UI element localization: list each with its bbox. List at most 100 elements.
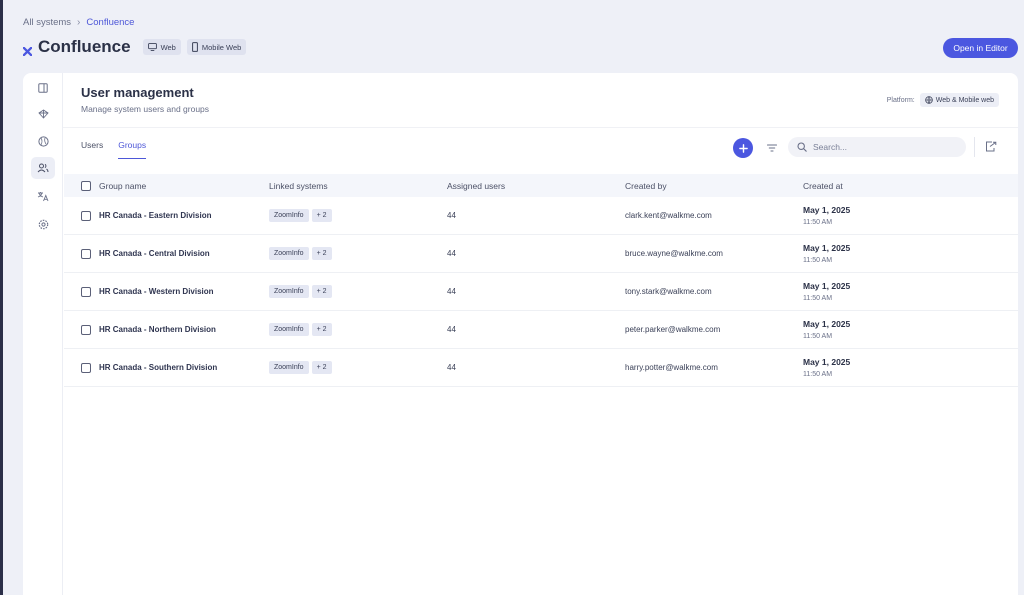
mobile-icon	[191, 42, 198, 52]
linked-system-tag: ZoomInfo	[269, 361, 309, 374]
more-systems-tag[interactable]: + 2	[311, 323, 332, 336]
chip-web-label: Web	[160, 42, 176, 52]
row-checkbox[interactable]	[81, 362, 91, 373]
groups-table: Group name Linked systems Assigned users…	[64, 174, 1018, 387]
assigned-users: 44	[447, 249, 456, 258]
group-name[interactable]: HR Canada - Northern Division	[99, 325, 216, 334]
breadcrumb-all-systems[interactable]: All systems	[23, 17, 72, 28]
created-at: May 1, 2025 11:50 AM	[803, 281, 1018, 302]
window-edge	[0, 0, 3, 595]
more-systems-tag[interactable]: + 2	[311, 209, 332, 222]
table-row[interactable]: HR Canada - Northern Division ZoomInfo + …	[64, 311, 1018, 349]
created-by: tony.stark@walkme.com	[625, 287, 712, 296]
chip-web: Web	[142, 39, 181, 55]
created-time: 11:50 AM	[803, 295, 833, 302]
header-group-name[interactable]: Group name	[99, 180, 147, 191]
platform-label: Platform:	[886, 96, 915, 104]
platform-badge[interactable]: Web & Mobile web	[919, 93, 999, 107]
linked-systems: ZoomInfo + 2	[269, 285, 447, 298]
header-linked-systems[interactable]: Linked systems	[269, 180, 328, 191]
group-name[interactable]: HR Canada - Central Division	[99, 249, 210, 258]
created-by: clark.kent@walkme.com	[625, 211, 712, 220]
header-divider	[63, 127, 1018, 128]
more-systems-tag[interactable]: + 2	[311, 285, 332, 298]
linked-systems: ZoomInfo + 2	[269, 361, 447, 374]
translate-icon[interactable]	[31, 185, 55, 207]
header-created-at[interactable]: Created at	[803, 180, 843, 191]
group-name[interactable]: HR Canada - Southern Division	[99, 363, 218, 372]
table-row[interactable]: HR Canada - Southern Division ZoomInfo + …	[64, 349, 1018, 387]
created-date: May 1, 2025	[803, 243, 851, 253]
tab-users[interactable]: Users	[81, 140, 104, 150]
select-all-checkbox[interactable]	[81, 180, 91, 191]
header-created-by[interactable]: Created by	[625, 180, 667, 191]
linked-systems: ZoomInfo + 2	[269, 323, 447, 336]
row-checkbox[interactable]	[81, 248, 91, 259]
globe-icon[interactable]	[31, 130, 55, 152]
breadcrumb-current: Confluence	[86, 17, 135, 28]
side-rail	[23, 73, 63, 595]
linked-system-tag: ZoomInfo	[269, 247, 309, 260]
linked-system-tag: ZoomInfo	[269, 209, 309, 222]
tab-groups[interactable]: Groups	[118, 140, 147, 159]
app-title: Confluence	[38, 37, 131, 56]
table-row[interactable]: HR Canada - Central Division ZoomInfo + 2…	[64, 235, 1018, 273]
main-card: User management Manage system users and …	[23, 73, 1018, 595]
created-time: 11:50 AM	[803, 257, 833, 264]
filter-button[interactable]	[765, 141, 779, 155]
table-row[interactable]: HR Canada - Western Division ZoomInfo + 2…	[64, 273, 1018, 311]
created-at: May 1, 2025 11:50 AM	[803, 357, 1018, 378]
chip-mobile-web: Mobile Web	[186, 39, 247, 55]
page-subtitle: Manage system users and groups	[81, 104, 210, 114]
created-date: May 1, 2025	[803, 281, 851, 291]
export-button[interactable]	[983, 139, 998, 154]
open-in-editor-button[interactable]: Open in Editor	[943, 38, 1018, 58]
table-row[interactable]: HR Canada - Eastern Division ZoomInfo + 2…	[64, 197, 1018, 235]
settings-icon[interactable]	[31, 213, 55, 235]
row-checkbox[interactable]	[81, 286, 91, 297]
created-at: May 1, 2025 11:50 AM	[803, 319, 1018, 340]
plus-icon	[738, 143, 748, 153]
created-time: 11:50 AM	[803, 219, 833, 226]
group-name[interactable]: HR Canada - Western Division	[99, 287, 214, 296]
toolbar-divider	[974, 137, 975, 157]
created-by: bruce.wayne@walkme.com	[625, 249, 723, 258]
created-time: 11:50 AM	[803, 371, 833, 378]
more-systems-tag[interactable]: + 2	[311, 361, 332, 374]
row-checkbox[interactable]	[81, 210, 91, 221]
deploy-icon[interactable]	[31, 103, 55, 125]
confluence-logo-icon	[22, 43, 33, 56]
linked-systems: ZoomInfo + 2	[269, 247, 447, 260]
row-checkbox[interactable]	[81, 324, 91, 335]
created-at: May 1, 2025 11:50 AM	[803, 243, 1018, 264]
add-group-button[interactable]	[733, 138, 753, 158]
header-assigned-users[interactable]: Assigned users	[447, 180, 506, 191]
linked-system-tag: ZoomInfo	[269, 285, 309, 298]
assigned-users: 44	[447, 363, 456, 372]
created-by: harry.potter@walkme.com	[625, 363, 718, 372]
table-header: Group name Linked systems Assigned users…	[64, 174, 1018, 197]
monitor-icon	[147, 43, 157, 51]
more-systems-tag[interactable]: + 2	[311, 247, 332, 260]
export-icon	[985, 141, 996, 152]
platform-value: Web & Mobile web	[935, 96, 994, 104]
created-date: May 1, 2025	[803, 357, 851, 367]
search-box	[788, 137, 966, 157]
panel-icon[interactable]	[31, 77, 55, 99]
assigned-users: 44	[447, 287, 456, 296]
chip-mobile-web-label: Mobile Web	[201, 42, 242, 52]
users-icon[interactable]	[31, 157, 55, 179]
linked-system-tag: ZoomInfo	[269, 323, 309, 336]
app-header: Confluence Web Mobile Web	[22, 37, 247, 57]
linked-systems: ZoomInfo + 2	[269, 209, 447, 222]
created-at: May 1, 2025 11:50 AM	[803, 205, 1018, 226]
page-title: User management	[81, 85, 194, 100]
filter-icon	[767, 144, 777, 152]
created-by: peter.parker@walkme.com	[625, 325, 721, 334]
search-input[interactable]	[813, 142, 953, 152]
created-date: May 1, 2025	[803, 319, 851, 329]
breadcrumb: All systems › Confluence	[23, 17, 134, 28]
assigned-users: 44	[447, 211, 456, 220]
group-name[interactable]: HR Canada - Eastern Division	[99, 211, 212, 220]
created-time: 11:50 AM	[803, 333, 833, 340]
